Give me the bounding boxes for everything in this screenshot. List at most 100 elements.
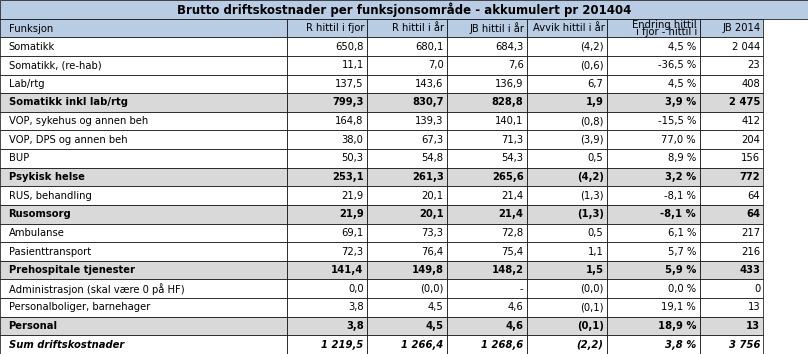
Bar xyxy=(287,242,367,261)
Text: 38,0: 38,0 xyxy=(342,135,364,145)
Text: 72,3: 72,3 xyxy=(342,246,364,257)
Bar xyxy=(447,186,527,205)
Bar xyxy=(700,130,763,149)
Text: 136,9: 136,9 xyxy=(495,79,524,89)
Bar xyxy=(367,224,447,242)
Bar xyxy=(287,186,367,205)
Bar xyxy=(527,75,607,93)
Text: (0,8): (0,8) xyxy=(580,116,604,126)
Text: 4,5: 4,5 xyxy=(428,302,444,313)
Bar xyxy=(447,261,527,279)
Bar xyxy=(527,298,607,317)
Text: 3 756: 3 756 xyxy=(729,340,760,350)
Bar xyxy=(0,93,287,112)
Text: 19,1 %: 19,1 % xyxy=(661,302,696,313)
Bar xyxy=(367,168,447,186)
Bar xyxy=(0,279,287,298)
Text: BUP: BUP xyxy=(9,153,29,163)
Text: Funksjon: Funksjon xyxy=(9,24,53,34)
Bar xyxy=(0,298,287,317)
Bar xyxy=(607,56,700,75)
Text: 3,8: 3,8 xyxy=(346,321,364,331)
Bar xyxy=(367,149,447,168)
Bar xyxy=(607,93,700,112)
Bar xyxy=(367,130,447,149)
Text: 830,7: 830,7 xyxy=(412,97,444,108)
Text: 433: 433 xyxy=(739,265,760,275)
Text: 0,5: 0,5 xyxy=(588,228,604,238)
Text: 1,1: 1,1 xyxy=(587,246,604,257)
Bar xyxy=(447,93,527,112)
Bar xyxy=(0,56,287,75)
Text: 11,1: 11,1 xyxy=(342,60,364,70)
Text: 6,1 %: 6,1 % xyxy=(667,228,696,238)
Bar xyxy=(700,75,763,93)
Bar xyxy=(527,56,607,75)
Text: 1,9: 1,9 xyxy=(586,97,604,108)
Bar xyxy=(447,224,527,242)
Text: 680,1: 680,1 xyxy=(415,41,444,52)
Bar xyxy=(0,130,287,149)
Bar xyxy=(447,37,527,56)
Text: (4,2): (4,2) xyxy=(580,41,604,52)
Bar xyxy=(527,37,607,56)
Bar xyxy=(700,149,763,168)
Bar xyxy=(287,168,367,186)
Text: -8,1 %: -8,1 % xyxy=(664,191,696,201)
Bar xyxy=(367,335,447,354)
Text: VOP, sykehus og annen beh: VOP, sykehus og annen beh xyxy=(9,116,148,126)
Text: 72,8: 72,8 xyxy=(502,228,524,238)
Text: 3,9 %: 3,9 % xyxy=(665,97,696,108)
Text: 21,9: 21,9 xyxy=(339,209,364,219)
Bar xyxy=(527,130,607,149)
Text: RUS, behandling: RUS, behandling xyxy=(9,191,91,201)
Bar xyxy=(607,75,700,93)
Text: 77,0 %: 77,0 % xyxy=(662,135,696,145)
Text: 4,5: 4,5 xyxy=(426,321,444,331)
Bar xyxy=(607,149,700,168)
Bar xyxy=(447,168,527,186)
Text: Prehospitale tjenester: Prehospitale tjenester xyxy=(9,265,135,275)
Bar xyxy=(607,298,700,317)
Text: Rusomsorg: Rusomsorg xyxy=(9,209,71,219)
Text: 3,2 %: 3,2 % xyxy=(665,172,696,182)
Text: 4,5 %: 4,5 % xyxy=(667,41,696,52)
Bar xyxy=(447,317,527,335)
Bar xyxy=(287,37,367,56)
Bar xyxy=(0,224,287,242)
Text: (0,6): (0,6) xyxy=(580,60,604,70)
Bar xyxy=(367,242,447,261)
Text: 204: 204 xyxy=(742,135,760,145)
Text: Personalboliger, barnehager: Personalboliger, barnehager xyxy=(9,302,150,313)
Bar xyxy=(700,112,763,130)
Bar xyxy=(527,149,607,168)
Text: (0,0): (0,0) xyxy=(420,284,444,294)
Text: 5,7 %: 5,7 % xyxy=(667,246,696,257)
Text: 137,5: 137,5 xyxy=(335,79,364,89)
Bar xyxy=(700,56,763,75)
Bar xyxy=(0,317,287,335)
Bar xyxy=(700,317,763,335)
Bar xyxy=(527,317,607,335)
Text: 75,4: 75,4 xyxy=(502,246,524,257)
Text: 13: 13 xyxy=(747,302,760,313)
Text: 772: 772 xyxy=(739,172,760,182)
Bar xyxy=(607,37,700,56)
Bar xyxy=(367,279,447,298)
Bar xyxy=(607,224,700,242)
Text: 5,9 %: 5,9 % xyxy=(665,265,696,275)
Text: 2 475: 2 475 xyxy=(729,97,760,108)
Bar xyxy=(0,19,287,37)
Text: (4,2): (4,2) xyxy=(577,172,604,182)
Text: 139,3: 139,3 xyxy=(415,116,444,126)
Text: 64: 64 xyxy=(746,209,760,219)
Bar xyxy=(287,93,367,112)
Bar xyxy=(0,112,287,130)
Text: Administrasjon (skal være 0 på HF): Administrasjon (skal være 0 på HF) xyxy=(9,283,184,295)
Text: 1 266,4: 1 266,4 xyxy=(402,340,444,350)
Text: 0,0 %: 0,0 % xyxy=(668,284,696,294)
Bar xyxy=(367,37,447,56)
Bar xyxy=(700,186,763,205)
Bar xyxy=(0,261,287,279)
Text: 148,2: 148,2 xyxy=(491,265,524,275)
